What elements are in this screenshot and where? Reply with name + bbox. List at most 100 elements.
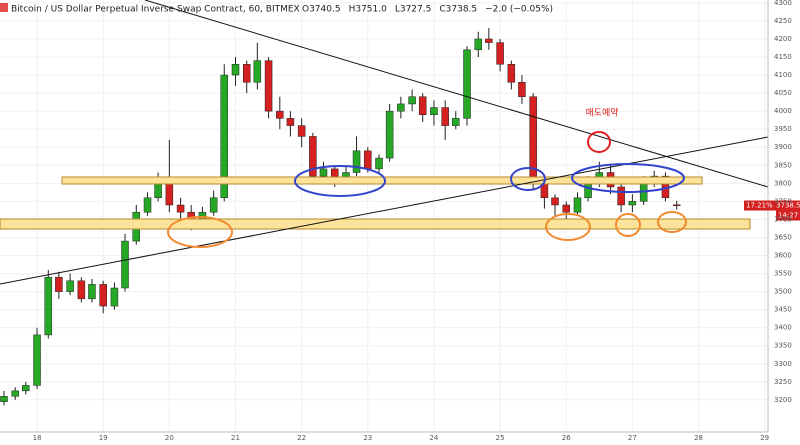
y-tick-label: 3850 bbox=[774, 161, 792, 169]
percent-label: 17.21% bbox=[746, 202, 773, 210]
x-tick-label: 22 bbox=[297, 434, 306, 442]
y-tick-label: 4000 bbox=[774, 107, 792, 115]
y-tick-label: 3700 bbox=[774, 215, 792, 223]
down-trendline bbox=[144, 0, 769, 188]
ellipse bbox=[657, 211, 687, 233]
ohlc-value: −2.0 (−0.05%) bbox=[485, 5, 553, 15]
ellipse bbox=[615, 213, 641, 237]
x-tick-label: 21 bbox=[231, 434, 240, 442]
y-tick-label: 3350 bbox=[774, 342, 792, 350]
x-tick-label: 28 bbox=[694, 434, 703, 442]
candle-body bbox=[231, 63, 240, 76]
candle-body bbox=[242, 63, 251, 83]
ohlc-value: L3727.5 bbox=[395, 5, 432, 15]
candle-body bbox=[165, 183, 174, 206]
candle-body bbox=[551, 197, 559, 206]
candle-body bbox=[352, 150, 361, 173]
price-tag: 17.21% 3738.5 14:27 bbox=[744, 200, 800, 221]
ohlc-value: O3740.5 bbox=[302, 5, 341, 15]
y-tick-label: 3200 bbox=[774, 396, 792, 404]
y-tick-label: 3500 bbox=[774, 288, 792, 296]
y-tick-label: 4300 bbox=[774, 0, 792, 7]
y-tick-label: 3600 bbox=[774, 252, 792, 260]
y-tick-label: 3450 bbox=[774, 306, 792, 314]
last-price-label: 3738.5 bbox=[776, 202, 800, 210]
x-tick-label: 18 bbox=[33, 434, 42, 442]
y-tick-label: 4050 bbox=[774, 89, 792, 97]
y-tick-label: 4100 bbox=[774, 71, 792, 79]
candle-body bbox=[33, 334, 41, 386]
candle-body bbox=[110, 287, 119, 307]
x-tick-label: 26 bbox=[562, 434, 571, 442]
y-tick-label: 3800 bbox=[774, 179, 792, 187]
candle-body bbox=[11, 390, 19, 397]
x-tick-label: 20 bbox=[165, 434, 174, 442]
candle-body bbox=[55, 276, 63, 292]
x-tick-label: 23 bbox=[363, 434, 372, 442]
candle-body bbox=[220, 74, 228, 199]
candle-body bbox=[518, 82, 526, 97]
candle-body bbox=[385, 110, 394, 159]
candle-body bbox=[143, 197, 152, 213]
y-tick-label: 3650 bbox=[774, 233, 792, 241]
ohlc-value: H3751.0 bbox=[349, 5, 388, 15]
candle-body bbox=[176, 204, 185, 213]
candle-body bbox=[375, 157, 383, 170]
candle-body bbox=[77, 280, 86, 300]
candle-body bbox=[286, 118, 295, 126]
symbol-icon bbox=[0, 3, 8, 12]
candle-body bbox=[66, 280, 74, 292]
ellipse bbox=[510, 167, 546, 191]
candle-body bbox=[562, 204, 570, 213]
y-tick-label: 3300 bbox=[774, 360, 792, 368]
ellipse bbox=[167, 216, 233, 248]
candles bbox=[0, 28, 681, 406]
y-tick-label: 3950 bbox=[774, 125, 792, 133]
y-tick-label: 4150 bbox=[774, 53, 792, 61]
grid bbox=[0, 0, 768, 432]
ellipse bbox=[571, 163, 685, 193]
chart-title: Bitcoin / US Dollar Perpetual Inverse Sw… bbox=[11, 5, 300, 15]
annotation: 매도예약 bbox=[585, 107, 618, 119]
resistance-band bbox=[61, 176, 703, 185]
candle-body bbox=[529, 96, 537, 184]
countdown: 14:27 bbox=[778, 212, 798, 220]
candle-body bbox=[418, 96, 427, 116]
candle-body bbox=[496, 42, 504, 65]
candle-body bbox=[485, 38, 493, 43]
candle-body bbox=[617, 186, 625, 206]
ellipse bbox=[294, 165, 386, 197]
candle-body bbox=[319, 168, 328, 177]
y-tick-label: 3400 bbox=[774, 324, 792, 332]
x-tick-label: 29 bbox=[760, 434, 769, 442]
x-tick-label: 27 bbox=[628, 434, 637, 442]
candle-body bbox=[297, 125, 306, 137]
candle-body bbox=[672, 204, 681, 207]
candle-body bbox=[209, 197, 218, 213]
candle-body bbox=[584, 183, 592, 199]
candle-body bbox=[99, 284, 107, 307]
candle-body bbox=[0, 396, 8, 402]
candle-body bbox=[276, 110, 284, 119]
ellipse bbox=[587, 131, 611, 153]
candle-body bbox=[441, 107, 449, 126]
ohlc-value: C3738.5 bbox=[439, 5, 477, 15]
candle-body bbox=[264, 60, 273, 112]
ohlc-legend: O3740.5 H3751.0 L3727.5 C3738.5 −2.0 (−0.05%… bbox=[302, 5, 553, 15]
x-tick-label: 19 bbox=[99, 434, 108, 442]
candle-body bbox=[474, 38, 483, 51]
candle-body bbox=[430, 107, 438, 116]
candle-body bbox=[573, 197, 582, 213]
y-tick-label: 3250 bbox=[774, 378, 792, 386]
candle-body bbox=[121, 240, 129, 289]
y-tick-label: 4200 bbox=[774, 35, 792, 43]
candle-body bbox=[463, 49, 471, 119]
candle-body bbox=[397, 103, 405, 112]
x-tick-label: 25 bbox=[496, 434, 505, 442]
x-tick-label: 24 bbox=[429, 434, 438, 442]
candle-body bbox=[364, 150, 372, 170]
candle-body bbox=[408, 96, 416, 105]
candle-body bbox=[309, 136, 317, 177]
countdown-box bbox=[776, 210, 800, 221]
